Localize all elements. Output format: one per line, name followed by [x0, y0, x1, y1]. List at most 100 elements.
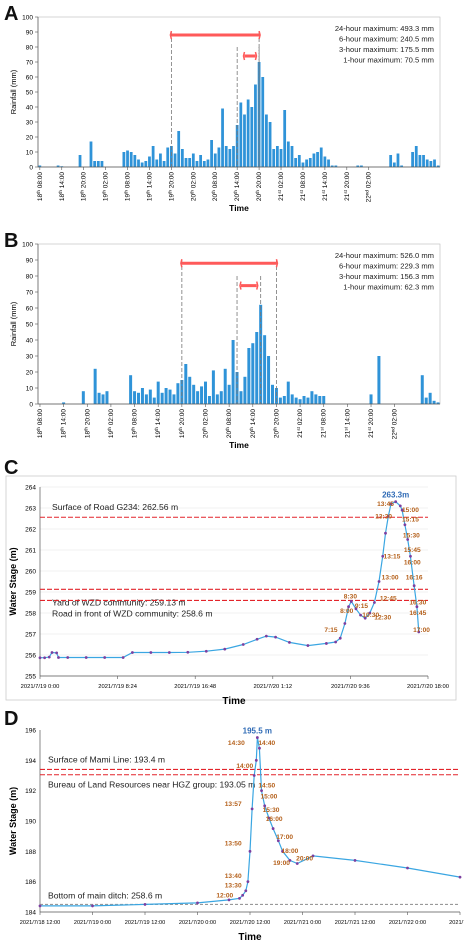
rain-bar	[251, 343, 255, 404]
rain-bar	[422, 155, 425, 167]
rain-bar	[327, 159, 330, 167]
x-tick-suffix: th	[189, 190, 194, 194]
x-tick-time: 20:00	[344, 172, 351, 190]
water-stage-point	[260, 789, 263, 793]
x-tick-label: 18th 08:00	[36, 172, 44, 201]
water-stage-point	[204, 649, 208, 653]
x-tick-label: 19th 02:00	[102, 172, 110, 201]
x-tick-label: 20th 20:00	[255, 172, 263, 201]
y-tick-label: 70	[26, 290, 34, 297]
water-stage-point	[415, 605, 419, 609]
rain-bar	[239, 102, 243, 167]
rain-bar	[148, 389, 152, 404]
rain-bar	[133, 155, 137, 167]
water-stage-point	[400, 508, 404, 512]
reference-line-label: Surface of Road G234: 262.56 m	[52, 502, 178, 512]
x-tick-label: 2021/7/20 9:36	[331, 684, 370, 690]
range-end-right	[254, 51, 258, 61]
x-tick-label: 2021/7/19 0:00	[21, 684, 60, 690]
x-tick-day: 19	[179, 430, 186, 438]
x-tick-label: 20th 02:00	[189, 172, 197, 201]
rain-bar	[196, 391, 200, 404]
water-stage-point	[84, 656, 88, 659]
rain-bar	[377, 356, 381, 404]
water-stage-point	[398, 504, 402, 508]
time-label: 18:00	[281, 848, 298, 855]
rain-bar	[263, 335, 267, 404]
x-tick-time: 02:00	[278, 172, 285, 190]
time-label: 13:00	[382, 574, 399, 581]
x-tick-time: 02:00	[392, 409, 399, 427]
x-tick-time: 08:00	[132, 409, 139, 427]
x-tick-label: 22nd 02:00	[365, 172, 373, 203]
water-stage-point	[311, 854, 315, 858]
rain-bar	[210, 140, 213, 167]
water-stage-point	[250, 807, 254, 811]
time-label: 13:30	[225, 883, 242, 890]
time-label: 14:30	[228, 740, 245, 747]
rain-bar	[126, 150, 129, 167]
range-end-left	[239, 281, 242, 290]
y-tick-label: 60	[26, 306, 34, 313]
x-tick-label: 2021/7/21 0:00	[284, 920, 321, 926]
reference-line-label: Yard of WZD community: 259.13 m	[52, 597, 186, 607]
x-tick-time: 08:00	[37, 409, 44, 427]
water-stage-point	[338, 636, 342, 640]
x-tick-suffix: st	[277, 189, 282, 193]
water-stage-point	[252, 774, 256, 777]
x-tick-label: 21st 08:00	[299, 172, 307, 201]
y-tick-label: 20	[26, 370, 34, 377]
range-end-left	[169, 30, 173, 40]
water-stage-chart-d: 184 186 188 190 192 194 196 2021/7/18 12:00 2021…	[8, 727, 464, 940]
rain-bar	[93, 368, 97, 404]
rain-bar	[206, 159, 210, 167]
time-label: 12:45	[380, 595, 397, 602]
water-stage-point	[412, 584, 416, 588]
water-stage-point	[244, 889, 248, 893]
x-tick-time: 20:00	[168, 172, 175, 190]
rain-bar	[89, 141, 93, 167]
water-stage-point	[389, 502, 393, 506]
x-tick-suffix: st	[299, 189, 304, 193]
rain-bar	[166, 147, 170, 167]
rain-bar	[310, 391, 314, 404]
water-stage-point	[55, 651, 59, 655]
time-label: 16:30	[409, 600, 426, 607]
rain-bar	[243, 114, 246, 167]
time-label: 17:00	[276, 834, 293, 841]
water-stage-point	[227, 898, 231, 902]
water-stage-point	[409, 554, 412, 558]
water-stage-point	[263, 804, 267, 808]
max-annotation: 3-hour maximum: 175.5 mm	[339, 45, 434, 54]
rain-bar	[137, 392, 140, 404]
rain-bar	[297, 155, 301, 167]
rain-bar	[414, 146, 418, 167]
x-tick-label: 18th 14:00	[58, 172, 66, 201]
water-stage-point	[246, 880, 250, 884]
x-tick-suffix: th	[255, 190, 260, 194]
x-tick-time: 02:00	[103, 172, 110, 190]
x-tick-day: 19	[155, 430, 162, 438]
water-stage-point	[288, 859, 292, 862]
water-stage-point	[47, 655, 51, 659]
reference-line-label: Bottom of main ditch: 258.6 m	[48, 890, 162, 900]
x-tick-day: 22	[392, 432, 399, 440]
rain-bar	[432, 400, 436, 404]
rain-bar	[232, 146, 235, 167]
water-stage-point	[276, 839, 280, 843]
time-label: 15:45	[404, 547, 421, 554]
x-tick-day: 21	[368, 430, 375, 438]
x-tick-day: 19	[103, 193, 110, 201]
x-tick-suffix: th	[249, 427, 254, 431]
x-tick-label: 21st 08:00	[320, 409, 328, 438]
x-tick-day: 21	[300, 193, 307, 201]
rain-bar	[308, 158, 312, 167]
x-tick-time: 14:00	[146, 172, 153, 190]
max-annotation: 6-hour maximum: 240.5 mm	[339, 35, 434, 44]
x-tick-label: 19th 14:00	[154, 409, 162, 438]
x-tick-suffix: th	[167, 190, 172, 194]
rain-bar	[155, 159, 159, 167]
water-stage-point	[458, 875, 462, 879]
panel-label-c: C	[4, 457, 18, 479]
x-tick-label: 2021/7/21 12:00	[335, 920, 375, 926]
